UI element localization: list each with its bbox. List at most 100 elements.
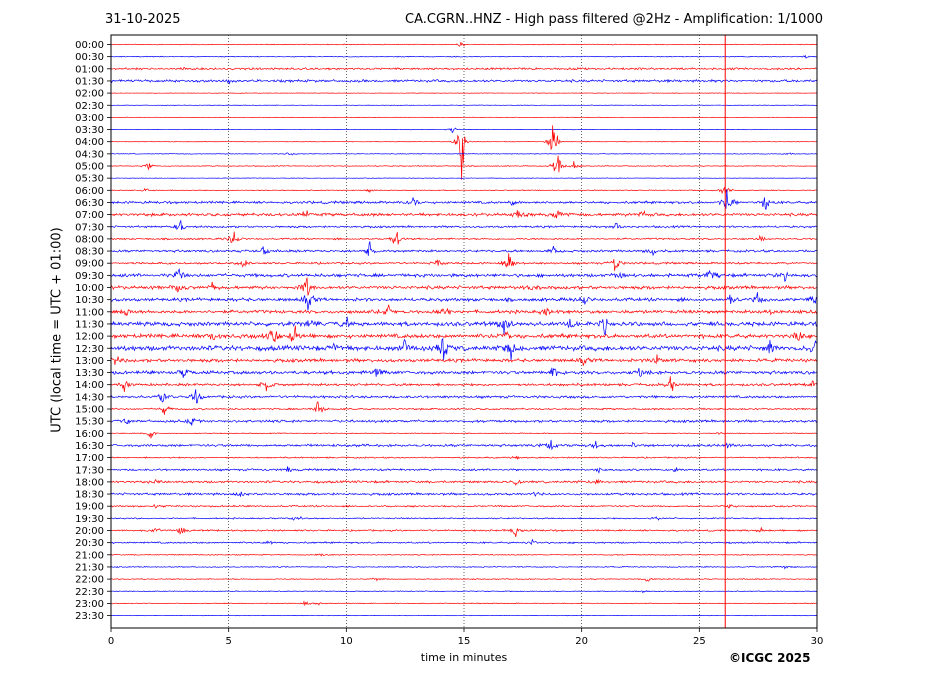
trace-0430 [111, 152, 817, 156]
y-tick-label-1830: 18:30 [75, 490, 104, 501]
y-axis-label: UTC (local time = UTC + 01:00) [49, 227, 65, 433]
y-tick-label-1330: 13:30 [75, 368, 104, 379]
copyright-notice: ©ICGC 2025 [729, 651, 811, 665]
trace-1000 [111, 277, 817, 296]
trace-0130 [111, 78, 817, 85]
y-tick-label-1600: 16:00 [75, 429, 104, 440]
y-tick-label-1200: 12:00 [75, 332, 104, 343]
trace-1700 [111, 455, 817, 461]
trace-0230 [111, 104, 817, 106]
y-tick-label-2200: 22:00 [75, 575, 104, 586]
x-tick-label-10: 10 [340, 636, 353, 647]
trace-1400 [111, 376, 817, 393]
trace-0000 [111, 42, 817, 47]
y-tick-label-0800: 08:00 [75, 234, 104, 245]
y-tick-label-2230: 22:30 [75, 587, 104, 598]
trace-2230 [111, 590, 817, 594]
y-tick-label-0000: 00:00 [75, 40, 104, 51]
y-tick-label-2000: 20:00 [75, 526, 104, 537]
x-tick-label-15: 15 [458, 636, 471, 647]
trace-0400 [111, 125, 817, 180]
trace-1900 [111, 503, 817, 509]
trace-2130 [111, 565, 817, 570]
y-tick-label-1030: 10:30 [75, 295, 104, 306]
trace-2330 [111, 614, 817, 617]
y-tick-label-2300: 23:00 [75, 599, 104, 610]
y-tick-label-1700: 17:00 [75, 453, 104, 464]
trace-0030 [111, 54, 817, 59]
trace-0300 [111, 116, 817, 119]
y-tick-label-0930: 09:30 [75, 271, 104, 282]
x-axis-label: time in minutes [420, 651, 508, 664]
y-tick-label-1400: 14:00 [75, 380, 104, 391]
trace-1730 [111, 466, 817, 474]
y-tick-label-0400: 04:00 [75, 137, 104, 148]
y-tick-label-1900: 19:00 [75, 502, 104, 513]
x-tick-label-5: 5 [225, 636, 231, 647]
chart-date: 31-10-2025 [105, 12, 181, 27]
x-tick-label-0: 0 [108, 636, 114, 647]
trace-0900 [111, 253, 817, 271]
x-tick-label-20: 20 [575, 636, 588, 647]
y-tick-label-0030: 00:30 [75, 52, 104, 63]
chart-title: CA.CGRN..HNZ - High pass filtered @2Hz -… [405, 12, 823, 27]
y-tick-label-1430: 14:30 [75, 392, 104, 403]
y-tick-label-1730: 17:30 [75, 465, 104, 476]
trace-2000 [111, 526, 817, 537]
y-tick-label-0500: 05:00 [75, 162, 104, 173]
y-tick-label-1530: 15:30 [75, 417, 104, 428]
y-tick-label-2330: 23:30 [75, 611, 104, 622]
y-tick-label-1300: 13:00 [75, 356, 104, 367]
y-tick-label-0700: 07:00 [75, 210, 104, 221]
trace-1630 [111, 439, 817, 451]
trace-1930 [111, 515, 817, 521]
y-tick-label-0830: 08:30 [75, 247, 104, 258]
trace-1230 [111, 338, 817, 362]
trace-0330 [111, 127, 817, 134]
y-tick-label-0600: 06:00 [75, 186, 104, 197]
y-tick-label-1500: 15:00 [75, 405, 104, 416]
trace-1100 [111, 304, 817, 317]
trace-2200 [111, 577, 817, 582]
trace-2030 [111, 538, 817, 546]
trace-0600 [111, 186, 817, 195]
y-tick-label-1800: 18:00 [75, 477, 104, 488]
trace-1530 [111, 417, 817, 426]
trace-0630 [111, 189, 817, 210]
y-tick-label-2100: 21:00 [75, 550, 104, 561]
trace-1130 [111, 316, 817, 337]
y-tick-label-1630: 16:30 [75, 441, 104, 452]
trace-0730 [111, 219, 817, 231]
x-tick-label-30: 30 [811, 636, 824, 647]
trace-1300 [111, 354, 817, 366]
y-tick-label-1930: 19:30 [75, 514, 104, 525]
y-tick-label-2130: 21:30 [75, 562, 104, 573]
y-tick-label-0100: 01:00 [75, 64, 104, 75]
trace-2300 [111, 600, 817, 607]
trace-1030 [111, 292, 817, 311]
trace-0930 [111, 268, 817, 283]
trace-0530 [111, 177, 817, 179]
x-tick-label-25: 25 [693, 636, 706, 647]
y-tick-label-0630: 06:30 [75, 198, 104, 209]
y-tick-label-0730: 07:30 [75, 222, 104, 233]
y-tick-label-1230: 12:30 [75, 344, 104, 355]
y-tick-label-0200: 02:00 [75, 89, 104, 100]
trace-1200 [111, 325, 817, 343]
trace-0800 [111, 231, 817, 245]
y-tick-label-0900: 09:00 [75, 259, 104, 270]
y-tick-label-1100: 11:00 [75, 307, 104, 318]
trace-2100 [111, 553, 817, 557]
y-tick-label-1000: 10:00 [75, 283, 104, 294]
y-tick-label-0130: 01:30 [75, 76, 104, 87]
trace-1500 [111, 401, 817, 415]
trace-1830 [111, 491, 817, 497]
y-tick-label-1130: 11:30 [75, 319, 104, 330]
trace-1430 [111, 389, 817, 404]
y-tick-label-0530: 05:30 [75, 174, 104, 185]
y-tick-label-0430: 04:30 [75, 149, 104, 160]
trace-0500 [111, 155, 817, 173]
trace-0100 [111, 66, 817, 71]
trace-1330 [111, 367, 817, 378]
